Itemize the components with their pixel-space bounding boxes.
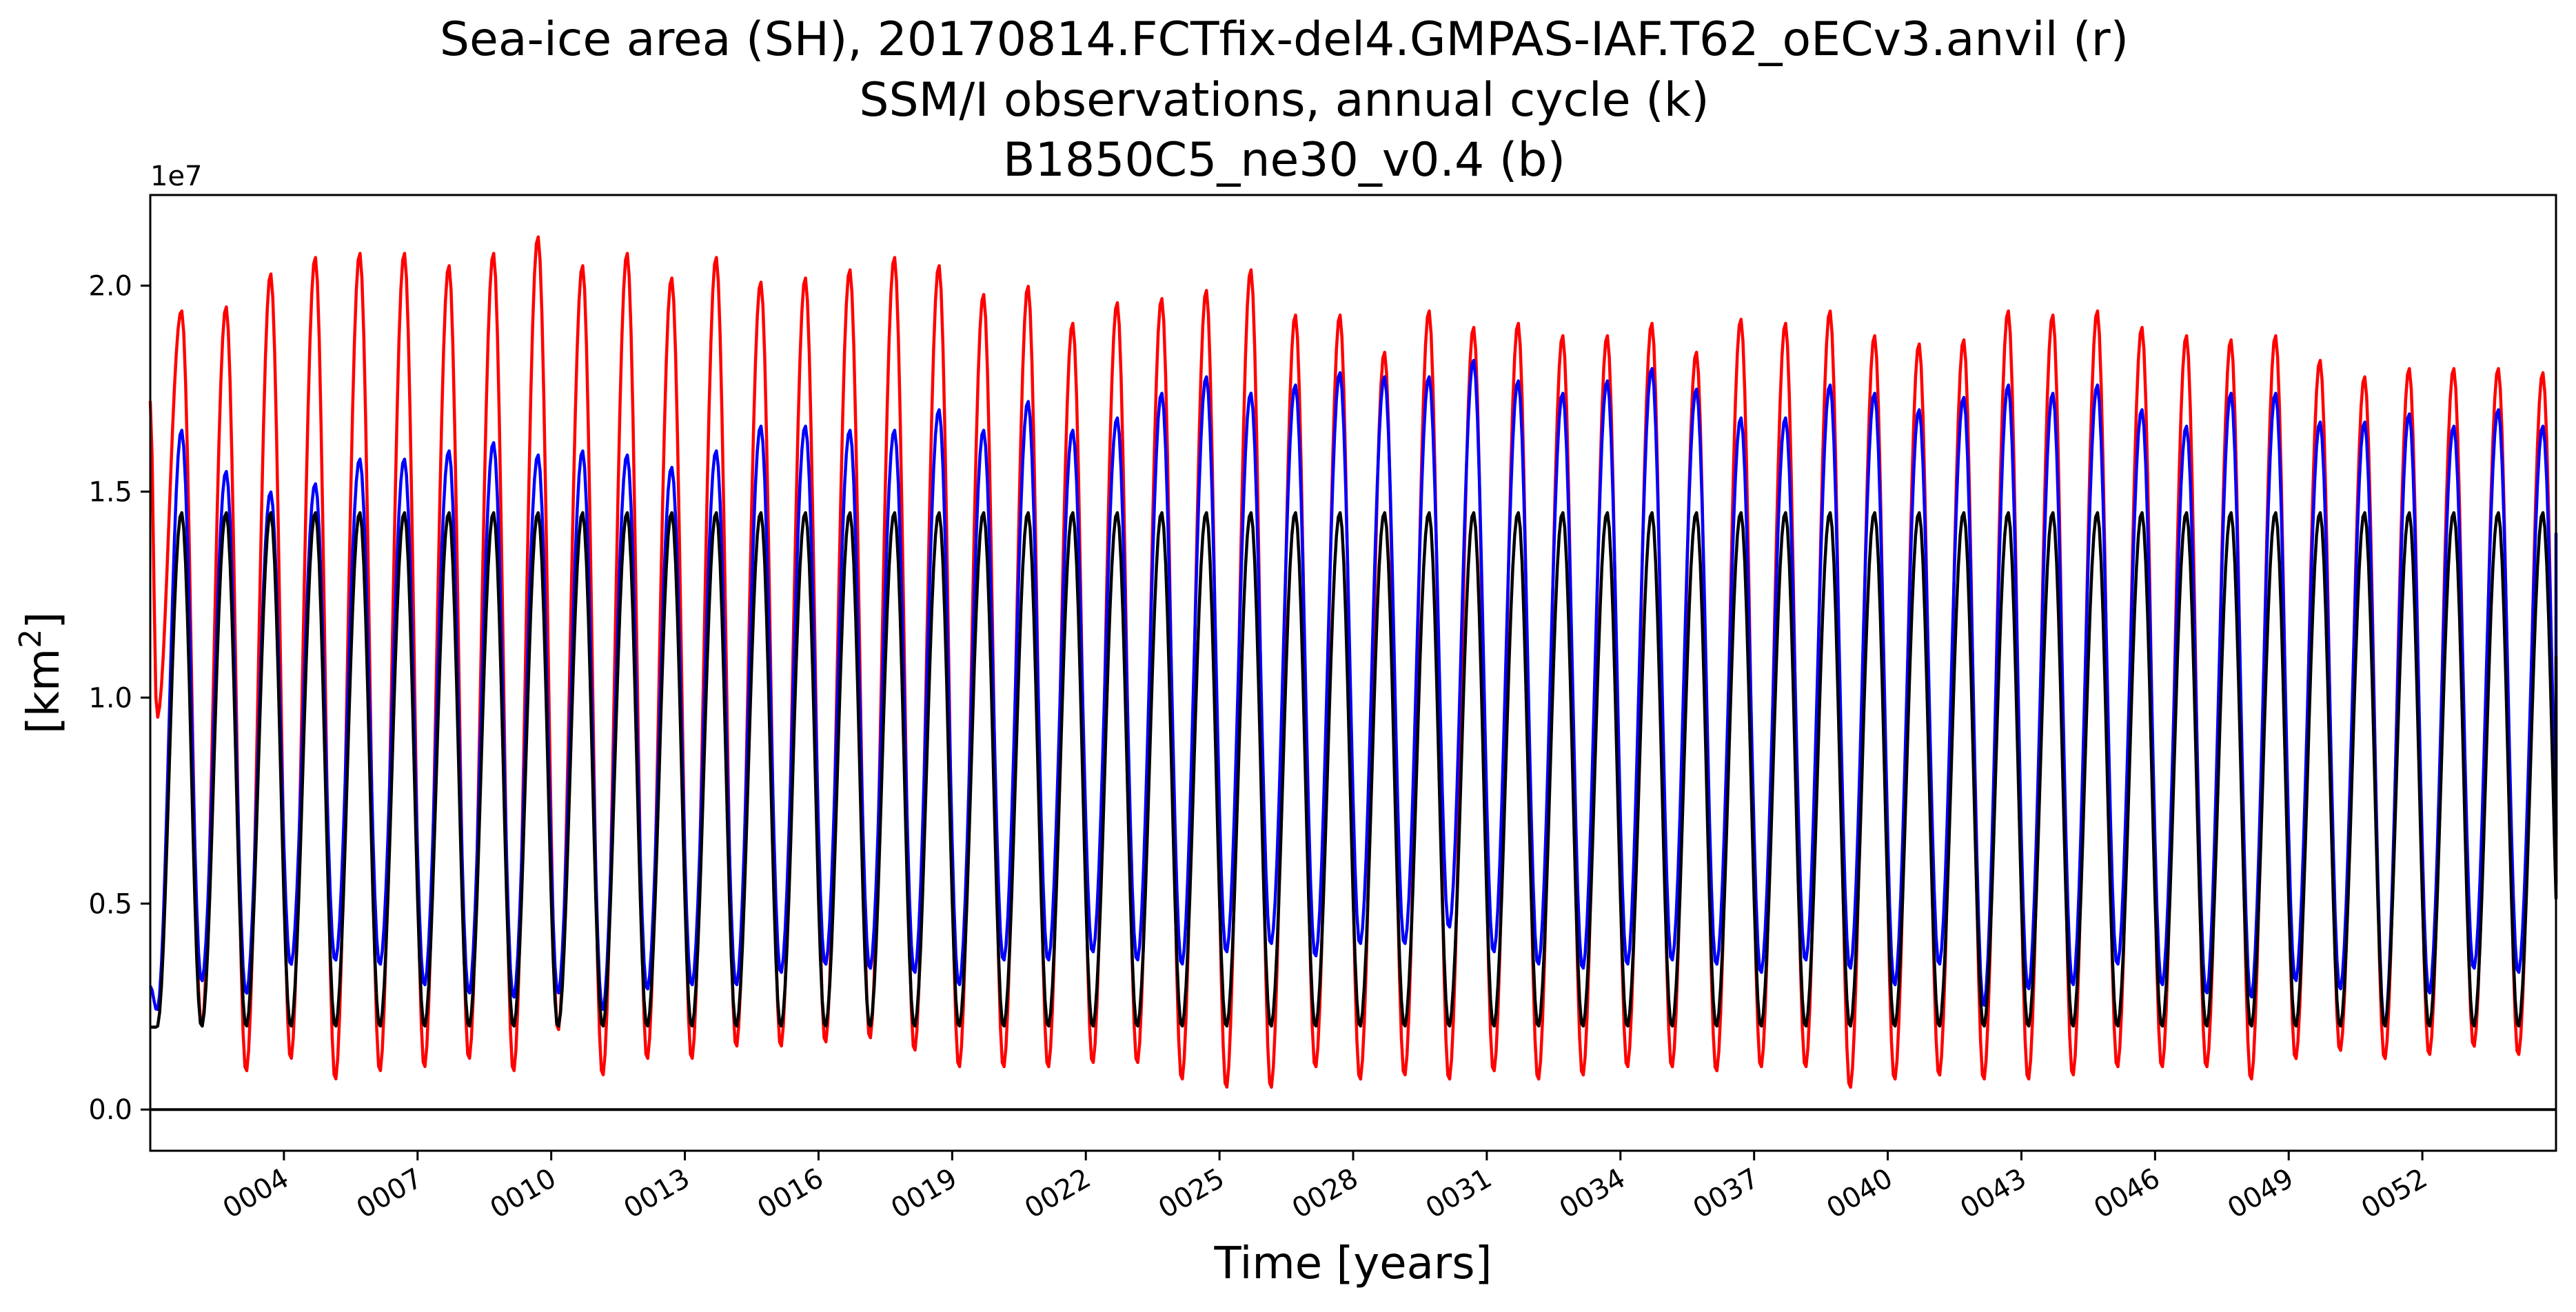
- y-axis-label-close: ]: [19, 612, 70, 629]
- x-tick-label: 0043: [1955, 1162, 2031, 1225]
- x-tick-label: 0037: [1688, 1162, 1765, 1225]
- y-tick-label: 0.0: [88, 1094, 132, 1126]
- y-axis-label: [km2]: [13, 612, 70, 734]
- x-tick-label: 0007: [352, 1162, 428, 1225]
- x-tick-label: 0025: [1153, 1162, 1230, 1225]
- title-line-3: B1850C5_ne30_v0.4 (b): [1003, 133, 1565, 187]
- x-tick-label: 0031: [1421, 1162, 1497, 1225]
- y-axis-label-superscript: 2: [13, 629, 48, 648]
- series-group: [148, 235, 2558, 1089]
- y-offset-label: 1e7: [150, 161, 203, 192]
- x-tick-label: 0022: [1020, 1162, 1096, 1225]
- x-axis-label: Time [years]: [1213, 1238, 1492, 1289]
- y-axis-label-text: [km: [19, 648, 70, 734]
- x-tick-label: 0040: [1821, 1162, 1898, 1225]
- x-tick-label: 0016: [752, 1162, 829, 1225]
- y-tick-label: 1.0: [88, 682, 132, 714]
- plot-area: [150, 195, 2556, 1151]
- x-tick-label: 0019: [886, 1162, 962, 1225]
- x-tick-label: 0052: [2356, 1162, 2433, 1225]
- chart-title: Sea-ice area (SH), 20170814.FCTfix-del4.…: [440, 12, 2129, 187]
- plot-background: [150, 195, 2556, 1151]
- series-line-k: [150, 511, 2558, 1029]
- y-tick-label: 2.0: [88, 271, 132, 303]
- x-tick-label: 0049: [2222, 1162, 2299, 1225]
- x-tick-label: 0004: [218, 1162, 294, 1225]
- y-tick-label: 1.5: [88, 476, 132, 508]
- title-line-2: SSM/I observations, annual cycle (k): [859, 73, 1709, 127]
- x-tick-label: 0013: [618, 1162, 695, 1225]
- x-tick-label: 0046: [2089, 1162, 2165, 1225]
- x-tick-label: 0028: [1287, 1162, 1363, 1225]
- x-tick-label: 0010: [485, 1162, 562, 1225]
- x-tick-label: 0034: [1554, 1162, 1631, 1225]
- y-tick-label: 0.5: [88, 888, 132, 920]
- title-line-1: Sea-ice area (SH), 20170814.FCTfix-del4.…: [440, 12, 2129, 67]
